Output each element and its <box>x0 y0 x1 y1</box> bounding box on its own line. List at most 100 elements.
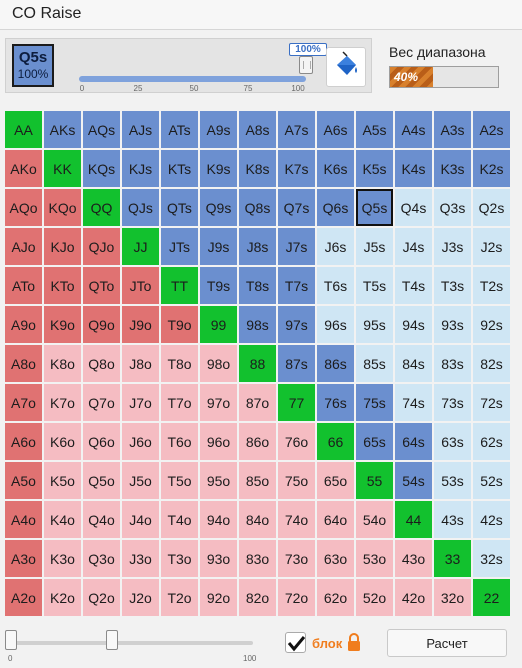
hand-cell-55[interactable]: 55 <box>356 462 393 499</box>
hand-cell-j6s[interactable]: J6s <box>317 228 354 265</box>
hand-cell-q9s[interactable]: Q9s <box>200 189 237 226</box>
hand-cell-82s[interactable]: 82s <box>473 345 510 382</box>
hand-cell-66[interactable]: 66 <box>317 423 354 460</box>
hand-cell-a4s[interactable]: A4s <box>395 111 432 148</box>
hand-cell-52o[interactable]: 52o <box>356 579 393 616</box>
hand-cell-53s[interactable]: 53s <box>434 462 471 499</box>
hand-cell-t5o[interactable]: T5o <box>161 462 198 499</box>
frequency-slider-track[interactable] <box>79 76 306 82</box>
hand-cell-76o[interactable]: 76o <box>278 423 315 460</box>
hand-cell-t3s[interactable]: T3s <box>434 267 471 304</box>
hand-cell-q8o[interactable]: Q8o <box>83 345 120 382</box>
hand-cell-kts[interactable]: KTs <box>161 150 198 187</box>
hand-cell-aks[interactable]: AKs <box>44 111 81 148</box>
hand-cell-85s[interactable]: 85s <box>356 345 393 382</box>
hand-cell-j9s[interactable]: J9s <box>200 228 237 265</box>
hand-cell-53o[interactable]: 53o <box>356 540 393 577</box>
hand-cell-k4s[interactable]: K4s <box>395 150 432 187</box>
hand-cell-95s[interactable]: 95s <box>356 306 393 343</box>
hand-cell-42s[interactable]: 42s <box>473 501 510 538</box>
hand-cell-j3o[interactable]: J3o <box>122 540 159 577</box>
hand-cell-43o[interactable]: 43o <box>395 540 432 577</box>
hand-cell-q3o[interactable]: Q3o <box>83 540 120 577</box>
hand-cell-j3s[interactable]: J3s <box>434 228 471 265</box>
hand-cell-kqo[interactable]: KQo <box>44 189 81 226</box>
hand-cell-k5o[interactable]: K5o <box>44 462 81 499</box>
hand-cell-a8o[interactable]: A8o <box>5 345 42 382</box>
hand-cell-q3s[interactable]: Q3s <box>434 189 471 226</box>
hand-cell-k3s[interactable]: K3s <box>434 150 471 187</box>
hand-cell-k2s[interactable]: K2s <box>473 150 510 187</box>
hand-cell-a3o[interactable]: A3o <box>5 540 42 577</box>
hand-cell-q5o[interactable]: Q5o <box>83 462 120 499</box>
hand-cell-qjo[interactable]: QJo <box>83 228 120 265</box>
hand-cell-74o[interactable]: 74o <box>278 501 315 538</box>
hand-cell-j9o[interactable]: J9o <box>122 306 159 343</box>
hand-cell-a5o[interactable]: A5o <box>5 462 42 499</box>
hand-cell-t6s[interactable]: T6s <box>317 267 354 304</box>
hand-cell-95o[interactable]: 95o <box>200 462 237 499</box>
calculate-button[interactable]: Расчет <box>387 629 507 657</box>
hand-cell-88[interactable]: 88 <box>239 345 276 382</box>
hand-cell-k7o[interactable]: K7o <box>44 384 81 421</box>
hand-cell-ako[interactable]: AKo <box>5 150 42 187</box>
hand-cell-k6s[interactable]: K6s <box>317 150 354 187</box>
bottom-slider-handle-left[interactable] <box>5 630 17 650</box>
hand-cell-93s[interactable]: 93s <box>434 306 471 343</box>
hand-cell-a2s[interactable]: A2s <box>473 111 510 148</box>
hand-cell-ajs[interactable]: AJs <box>122 111 159 148</box>
hand-cell-jts[interactable]: JTs <box>161 228 198 265</box>
frequency-slider-handle[interactable] <box>299 56 313 74</box>
hand-cell-97s[interactable]: 97s <box>278 306 315 343</box>
hand-cell-qts[interactable]: QTs <box>161 189 198 226</box>
hand-cell-aa[interactable]: AA <box>5 111 42 148</box>
hand-cell-t2s[interactable]: T2s <box>473 267 510 304</box>
hand-cell-85o[interactable]: 85o <box>239 462 276 499</box>
hand-cell-32s[interactable]: 32s <box>473 540 510 577</box>
hand-cell-54s[interactable]: 54s <box>395 462 432 499</box>
hand-cell-t3o[interactable]: T3o <box>161 540 198 577</box>
hand-cell-64s[interactable]: 64s <box>395 423 432 460</box>
hand-cell-j4o[interactable]: J4o <box>122 501 159 538</box>
hand-cell-q9o[interactable]: Q9o <box>83 306 120 343</box>
hand-cell-76s[interactable]: 76s <box>317 384 354 421</box>
hand-cell-jj[interactable]: JJ <box>122 228 159 265</box>
hand-cell-k2o[interactable]: K2o <box>44 579 81 616</box>
hand-cell-97o[interactable]: 97o <box>200 384 237 421</box>
hand-cell-qq[interactable]: QQ <box>83 189 120 226</box>
hand-cell-j5o[interactable]: J5o <box>122 462 159 499</box>
hand-cell-kqs[interactable]: KQs <box>83 150 120 187</box>
hand-cell-q2o[interactable]: Q2o <box>83 579 120 616</box>
hand-cell-qjs[interactable]: QJs <box>122 189 159 226</box>
hand-cell-83o[interactable]: 83o <box>239 540 276 577</box>
hand-cell-a3s[interactable]: A3s <box>434 111 471 148</box>
hand-cell-j4s[interactable]: J4s <box>395 228 432 265</box>
hand-cell-a7s[interactable]: A7s <box>278 111 315 148</box>
hand-cell-72o[interactable]: 72o <box>278 579 315 616</box>
hand-cell-82o[interactable]: 82o <box>239 579 276 616</box>
hand-cell-94o[interactable]: 94o <box>200 501 237 538</box>
hand-cell-q6s[interactable]: Q6s <box>317 189 354 226</box>
hand-cell-kjo[interactable]: KJo <box>44 228 81 265</box>
hand-cell-q7o[interactable]: Q7o <box>83 384 120 421</box>
hand-cell-t7o[interactable]: T7o <box>161 384 198 421</box>
hand-cell-75s[interactable]: 75s <box>356 384 393 421</box>
hand-cell-75o[interactable]: 75o <box>278 462 315 499</box>
hand-cell-a6s[interactable]: A6s <box>317 111 354 148</box>
selected-hand-box[interactable]: Q5s 100% <box>12 44 54 87</box>
bottom-slider-track[interactable] <box>8 641 253 645</box>
hand-cell-kto[interactable]: KTo <box>44 267 81 304</box>
hand-cell-t7s[interactable]: T7s <box>278 267 315 304</box>
hand-cell-64o[interactable]: 64o <box>317 501 354 538</box>
hand-cell-87o[interactable]: 87o <box>239 384 276 421</box>
hand-cell-98s[interactable]: 98s <box>239 306 276 343</box>
hand-cell-86o[interactable]: 86o <box>239 423 276 460</box>
hand-cell-q2s[interactable]: Q2s <box>473 189 510 226</box>
hand-cell-62s[interactable]: 62s <box>473 423 510 460</box>
hand-cell-t9s[interactable]: T9s <box>200 267 237 304</box>
hand-cell-87s[interactable]: 87s <box>278 345 315 382</box>
hand-cell-73o[interactable]: 73o <box>278 540 315 577</box>
hand-cell-kjs[interactable]: KJs <box>122 150 159 187</box>
hand-cell-t9o[interactable]: T9o <box>161 306 198 343</box>
hand-cell-q8s[interactable]: Q8s <box>239 189 276 226</box>
